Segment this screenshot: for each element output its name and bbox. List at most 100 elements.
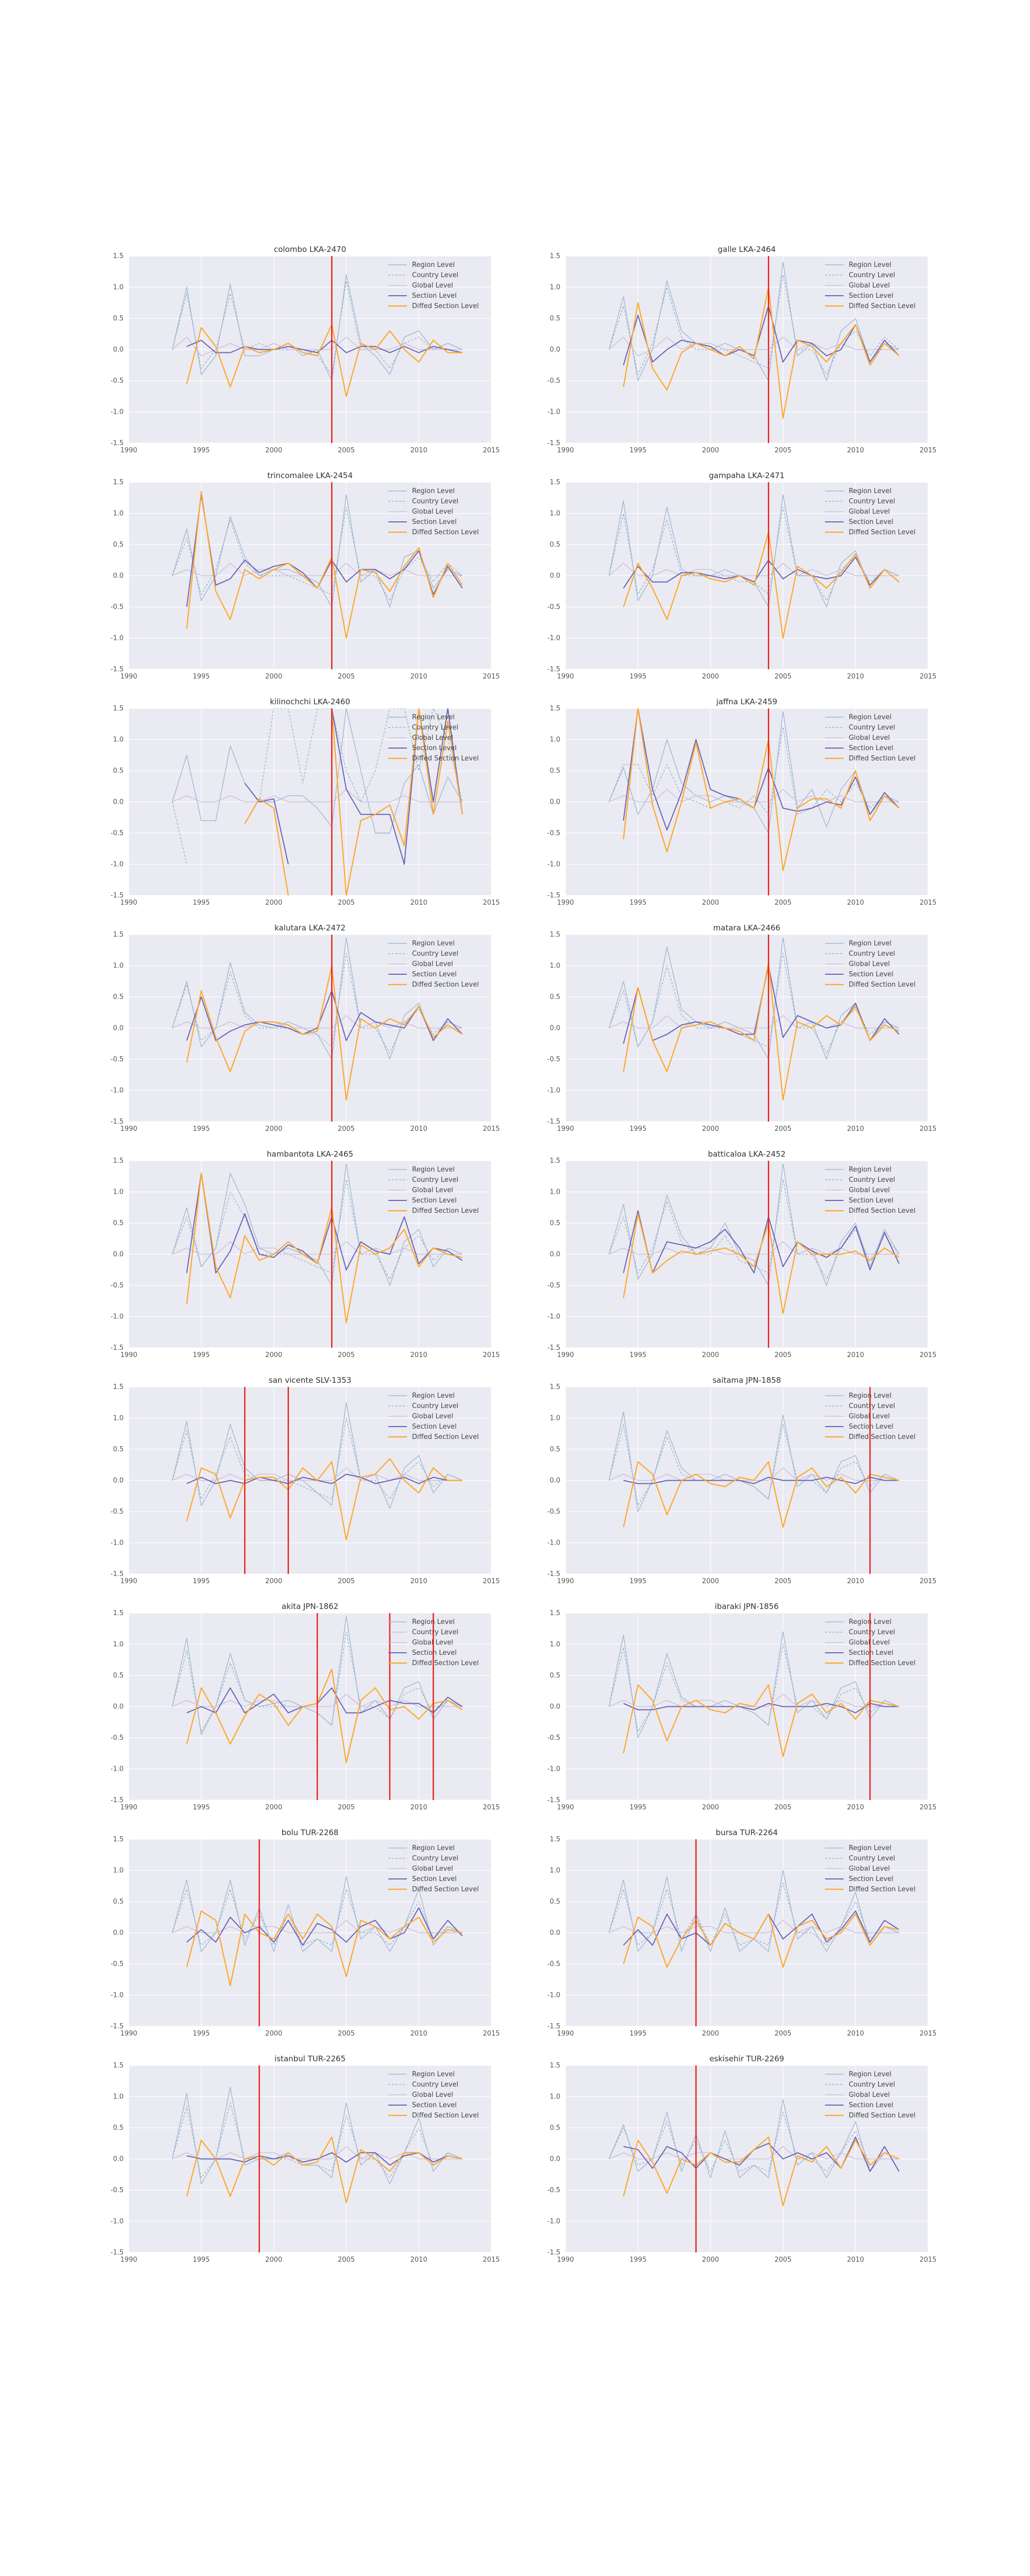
- x-tick-label: 2010: [847, 899, 864, 907]
- x-tick-label: 2000: [265, 1578, 282, 1585]
- panel-3: 1990 1995 2000 2005 2010 2015 1.5 1.0 0.5 0.0 -0.5…: [547, 471, 937, 681]
- y-tick-label: -1.5: [547, 666, 560, 673]
- y-tick-label: 0.5: [550, 993, 560, 1001]
- legend-label-section: Section Level: [849, 1423, 894, 1431]
- x-tick-label: 1995: [193, 2030, 210, 2038]
- series-line-diffed: [186, 1668, 463, 1764]
- y-tick-label: 0.0: [113, 1703, 124, 1711]
- series-line-section: [186, 1907, 463, 1946]
- x-tick-label: 1995: [629, 1578, 646, 1585]
- series-group: [608, 1411, 899, 1528]
- y-tick-label: -0.5: [547, 1282, 560, 1290]
- legend-label-country: Country Level: [412, 1176, 458, 1184]
- panel-15: 1990 1995 2000 2005 2010 2015 1.5 1.0 0.5 0.0 -0.5…: [547, 1828, 937, 2038]
- y-tick-label: -1.5: [547, 892, 560, 900]
- x-tick-label: 1990: [120, 2256, 137, 2264]
- y-tick-label: 0.5: [113, 1672, 124, 1680]
- y-tick-label: -1.0: [111, 1992, 124, 1999]
- legend-label-global: Global Level: [412, 734, 453, 742]
- y-tick-label: -1.5: [111, 439, 124, 447]
- legend-label-section: Section Level: [412, 518, 457, 526]
- x-tick-label: 1995: [193, 2256, 210, 2264]
- y-tick-label: 1.0: [113, 2093, 124, 2101]
- y-tick-label: 1.0: [113, 1867, 124, 1875]
- legend-label-region: Region Level: [412, 1392, 455, 1400]
- legend-label-diffed: Diffed Section Level: [849, 529, 916, 536]
- y-tick-label: 0.5: [113, 1446, 124, 1453]
- x-tick-label: 2005: [775, 1578, 792, 1585]
- y-tick-label: -1.0: [547, 409, 560, 416]
- y-tick-label: -1.5: [111, 1797, 124, 1804]
- series-line-country: [171, 1631, 462, 1732]
- x-tick-label: 1995: [193, 673, 210, 681]
- x-tick-label: 2000: [702, 899, 719, 907]
- y-tick-label: 0.5: [550, 767, 560, 775]
- x-tick-label: 2000: [265, 2030, 282, 2038]
- legend-label-region: Region Level: [412, 714, 455, 721]
- series-line-global: [172, 1920, 462, 1934]
- series-group: [171, 2087, 462, 2204]
- legend-label-country: Country Level: [412, 1402, 458, 1410]
- panel-4: 1990 1995 2000 2005 2010 2015 1.5 1.0 0.5 0.0 -0.5…: [111, 697, 500, 907]
- x-tick-label: 1990: [120, 447, 137, 454]
- x-tick-label: 2010: [847, 1804, 864, 1811]
- series-line-section: [623, 1703, 899, 1714]
- panel-7: 1990 1995 2000 2005 2010 2015 1.5 1.0 0.5 0.0 -0.5…: [547, 923, 937, 1133]
- panel-2: 1990 1995 2000 2005 2010 2015 1.5 1.0 0.5 0.0 -0.5…: [111, 471, 500, 681]
- panel-6: 1990 1995 2000 2005 2010 2015 1.5 1.0 0.5 0.0 -0.5…: [111, 923, 500, 1133]
- legend-label-country: Country Level: [849, 724, 895, 732]
- y-tick-label: -0.5: [111, 377, 124, 385]
- x-tick-label: 2015: [919, 2256, 936, 2264]
- legend-label-global: Global Level: [412, 1639, 453, 1647]
- y-tick-label: -1.5: [547, 2249, 560, 2257]
- x-tick-label: 2010: [847, 447, 864, 454]
- x-tick-label: 2005: [775, 1351, 792, 1359]
- legend-label-country: Country Level: [412, 272, 458, 279]
- panel-title: galle LKA-2464: [718, 245, 776, 254]
- x-tick-label: 2015: [483, 1125, 500, 1133]
- legend-label-diffed: Diffed Section Level: [849, 981, 916, 989]
- series-group: [608, 262, 900, 419]
- panel-title: akita JPN-1862: [282, 1602, 338, 1611]
- x-tick-label: 1995: [629, 1125, 646, 1133]
- legend-label-region: Region Level: [849, 714, 891, 721]
- x-tick-label: 1990: [120, 1578, 137, 1585]
- x-tick-label: 2000: [702, 2256, 719, 2264]
- x-tick-label: 2005: [775, 673, 792, 681]
- x-tick-label: 2000: [702, 1125, 719, 1133]
- y-tick-label: 1.0: [113, 1415, 124, 1422]
- legend-label-diffed: Diffed Section Level: [412, 981, 479, 989]
- legend-label-global: Global Level: [412, 1865, 453, 1873]
- x-tick-label: 1995: [193, 1804, 210, 1811]
- panel-title: matara LKA-2466: [713, 923, 780, 933]
- legend-label-region: Region Level: [412, 1618, 455, 1626]
- series-line-global: [172, 336, 462, 357]
- legend-label-region: Region Level: [849, 2071, 891, 2078]
- x-tick-label: 1990: [120, 673, 137, 681]
- y-tick-label: -1.0: [111, 1766, 124, 1773]
- y-tick-label: -1.0: [547, 1992, 560, 1999]
- panel-0: 1990 1995 2000 2005 2010 2015 1.5 1.0 0.5 0.0 -0.5…: [111, 245, 500, 454]
- x-tick-label: 1990: [557, 2256, 574, 2264]
- x-tick-label: 2010: [410, 2256, 427, 2264]
- legend-label-section: Section Level: [412, 1649, 457, 1657]
- series-line-section: [186, 1173, 463, 1274]
- x-tick-label: 1995: [629, 673, 646, 681]
- y-tick-label: 0.0: [550, 1251, 560, 1259]
- y-tick-label: 1.5: [113, 1157, 124, 1165]
- x-tick-label: 2015: [919, 1125, 936, 1133]
- x-tick-label: 2010: [410, 2030, 427, 2038]
- y-tick-label: -0.5: [547, 1960, 560, 1968]
- y-tick-label: -0.5: [111, 1960, 124, 1968]
- x-tick-label: 2005: [338, 447, 355, 454]
- series-line-diffed: [186, 1458, 462, 1540]
- legend-label-region: Region Level: [849, 1618, 891, 1626]
- y-tick-label: 1.5: [550, 2062, 560, 2070]
- x-tick-label: 1995: [629, 899, 646, 907]
- y-tick-label: 0.0: [550, 799, 560, 806]
- legend-label-global: Global Level: [412, 960, 453, 968]
- x-tick-label: 2000: [265, 2256, 282, 2264]
- x-tick-label: 2010: [410, 1804, 427, 1811]
- panel-14: 1990 1995 2000 2005 2010 2015 1.5 1.0 0.5 0.0 -0.5…: [111, 1828, 500, 2038]
